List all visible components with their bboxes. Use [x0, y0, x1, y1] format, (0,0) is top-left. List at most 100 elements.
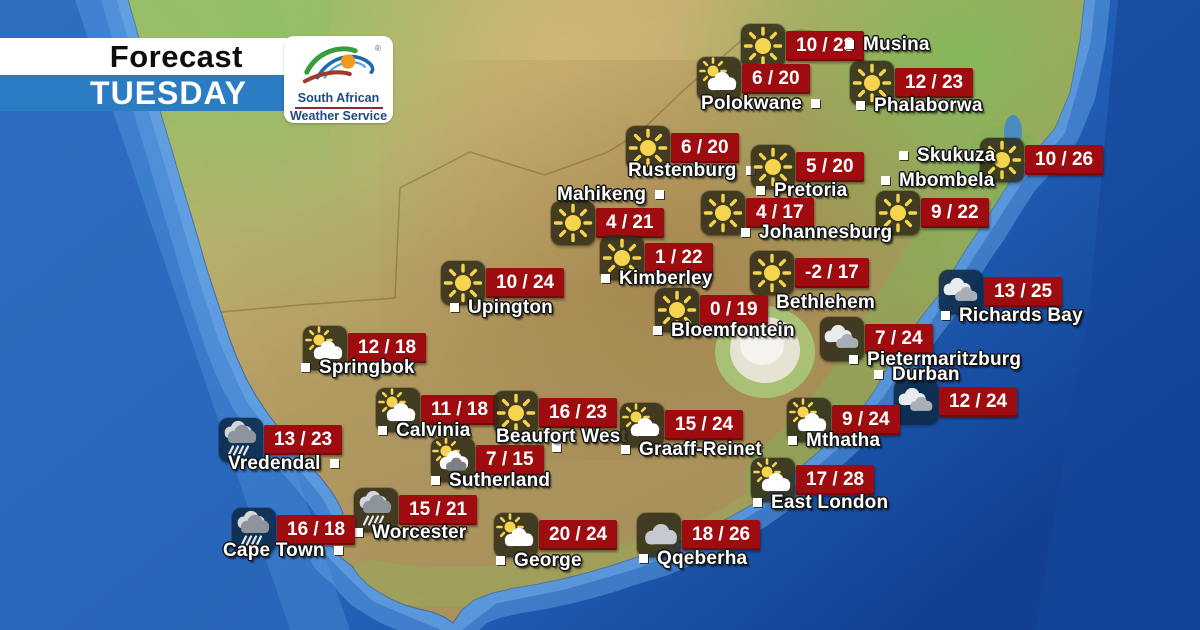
- weather-icon-tile: [620, 403, 664, 447]
- city-name: Worcester: [372, 522, 467, 543]
- forecast-day-band: TUESDAY: [0, 75, 287, 111]
- city-name: Springbok: [319, 357, 415, 378]
- city-marker-dot: [941, 311, 950, 320]
- rain-cloud-icon: [237, 510, 270, 546]
- city-label: East London: [753, 492, 888, 514]
- temperature-badge: 10 / 24: [486, 268, 565, 298]
- city-label: George: [496, 550, 582, 572]
- saws-logo-line1: South African: [297, 91, 380, 105]
- two-clouds-icon: [824, 324, 859, 348]
- city-name: Polokwane: [701, 93, 803, 114]
- city-name: Bloemfontein: [671, 320, 795, 341]
- cloud-icon: [645, 524, 677, 545]
- city-marker-dot: [845, 40, 854, 49]
- city-marker-dot: [753, 498, 762, 507]
- city-name: Graaff-Reinet: [639, 439, 762, 460]
- sun-icon: [743, 26, 783, 66]
- weather-icon-tile: [354, 488, 398, 532]
- city-marker-dot: [756, 186, 765, 195]
- temperature-badge: 4 / 17: [746, 198, 814, 228]
- weather-icon-tile: [894, 380, 938, 424]
- sun-icon: [628, 128, 668, 168]
- weather-icon-tile: [494, 513, 538, 557]
- city-marker-dot: [849, 355, 858, 364]
- city-label: Sutherland: [431, 470, 550, 492]
- city-name: George: [514, 550, 582, 571]
- city-name: Mbombela: [899, 170, 995, 191]
- sun-icon: [982, 140, 1022, 180]
- city-label: Bethlehem: [758, 292, 875, 314]
- city-marker-dot: [621, 445, 630, 454]
- city-marker-dot: [881, 176, 890, 185]
- city-label: Mthatha: [788, 430, 880, 452]
- weather-icon-tile: [441, 261, 485, 305]
- weather-icon-tile: [876, 191, 920, 235]
- temperature-badge: 15 / 21: [399, 495, 478, 525]
- sun-icon: [443, 263, 483, 303]
- sun-icon: [602, 238, 642, 278]
- temperature-badge: 11 / 18: [421, 395, 499, 425]
- city-name: Johannesburg: [759, 222, 893, 243]
- city-marker-dot: [856, 101, 865, 110]
- city-name: Durban: [892, 364, 960, 385]
- rain-cloud-icon: [224, 420, 257, 456]
- city-marker-dot: [874, 370, 883, 379]
- weather-icon-tile: [655, 288, 699, 332]
- weather-icon-tile: [697, 57, 741, 101]
- city-label: Pietermaritzburg: [849, 349, 1021, 371]
- rain-cloud-icon: [359, 490, 392, 526]
- city-name: Pretoria: [774, 180, 848, 201]
- city-name: Mahikeng: [557, 184, 647, 205]
- city-marker-dot: [552, 443, 561, 452]
- weather-icon-tile: [431, 438, 475, 482]
- weather-icon-tile: [232, 508, 276, 552]
- city-name: Musina: [863, 34, 930, 55]
- sun-icon: [553, 203, 593, 243]
- city-label: Mbombela: [881, 170, 995, 192]
- city-label: Qqeberha: [639, 548, 747, 570]
- city-label: Upington: [450, 297, 553, 319]
- city-name: Beaufort West: [496, 426, 628, 447]
- temperature-badge: 15 / 24: [665, 410, 744, 440]
- city-name: Qqeberha: [657, 548, 748, 569]
- city-name: Kimberley: [619, 268, 713, 289]
- city-label: Graaff-Reinet: [621, 439, 762, 461]
- sun-behind-grey-cloud-icon: [432, 438, 469, 471]
- temperature-badge: 13 / 25: [984, 277, 1063, 307]
- weather-icon-tile: [600, 236, 644, 280]
- city-name: East London: [771, 492, 889, 513]
- city-marker-dot: [301, 363, 310, 372]
- city-name: Cape Town: [223, 540, 325, 561]
- city-label: Durban: [874, 364, 960, 386]
- city-marker-dot: [450, 303, 459, 312]
- forecast-day: TUESDAY: [90, 74, 247, 111]
- temperature-badge: 6 / 20: [671, 133, 739, 163]
- city-name: Rustenburg: [628, 160, 737, 181]
- city-marker-dot: [899, 151, 908, 160]
- city-label: Richards Bay: [941, 305, 1083, 327]
- temperature-badge: -2 / 17: [795, 258, 869, 288]
- sun-behind-cloud-icon: [496, 513, 534, 547]
- temperature-badge: 17 / 28: [796, 465, 875, 495]
- temperature-badge: 5 / 20: [796, 152, 864, 182]
- temperature-badge: 10 / 26: [1025, 145, 1104, 175]
- city-marker-dot: [745, 166, 755, 175]
- temperature-badge: 12 / 18: [348, 333, 427, 363]
- forecast-title-band: Forecast: [0, 38, 287, 75]
- temperature-badge: 4 / 21: [596, 208, 664, 238]
- city-marker-dot: [655, 190, 665, 199]
- saws-logo-icon: ®: [302, 44, 380, 84]
- weather-icon-tile: [750, 251, 794, 295]
- city-marker-dot: [378, 426, 387, 435]
- sun-icon: [496, 393, 536, 433]
- weather-icon-tile: [939, 270, 983, 314]
- temperature-badge: 20 / 24: [539, 520, 618, 550]
- temperature-badge: 9 / 22: [921, 198, 989, 228]
- city-name: Upington: [468, 297, 553, 318]
- temperature-badge: 16 / 18: [277, 515, 356, 545]
- weather-icon-tile: [820, 317, 864, 361]
- two-clouds-icon: [898, 387, 933, 411]
- saws-logo-card: ® South African Weather Service: [284, 36, 393, 123]
- page-title: Forecast: [109, 38, 243, 74]
